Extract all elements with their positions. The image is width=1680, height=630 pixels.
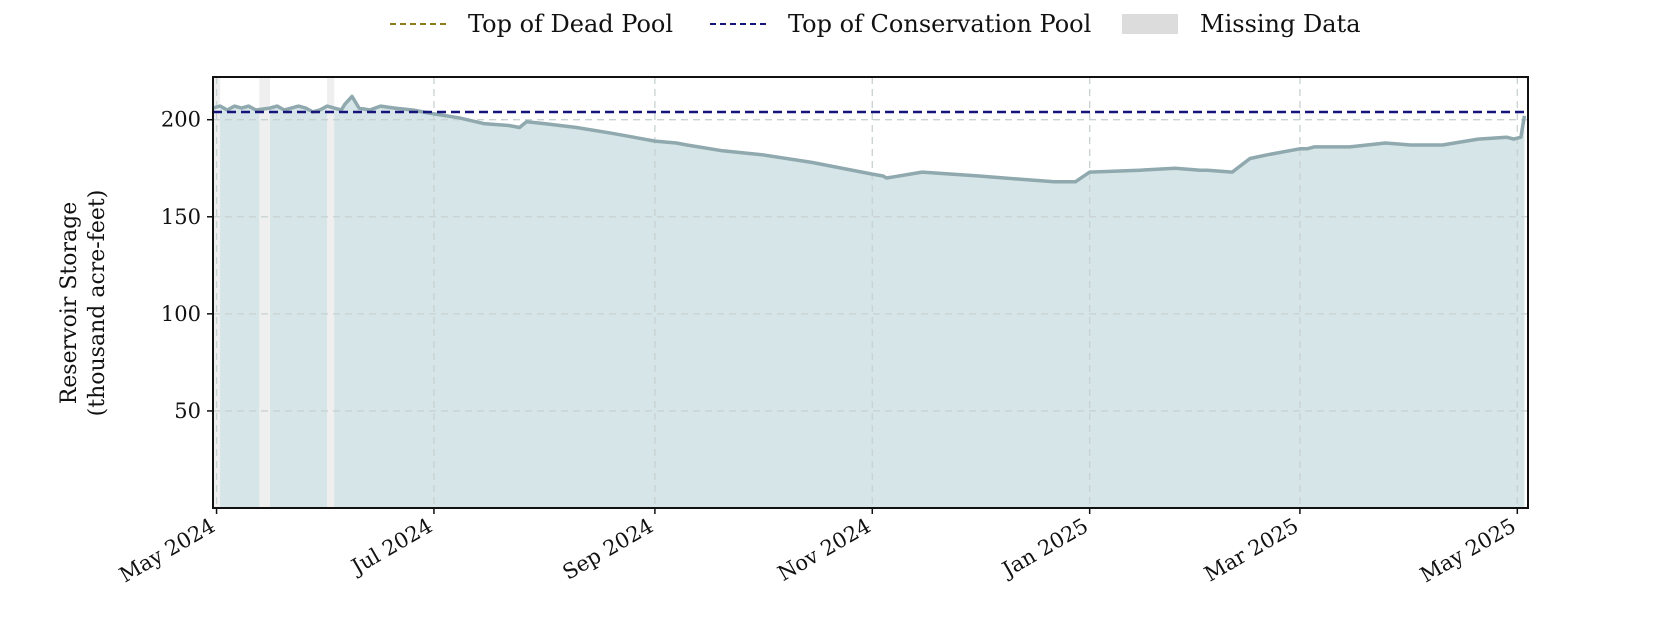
missing-data-swatch (1122, 14, 1178, 34)
storage-area (213, 96, 1525, 508)
x-tick-label-6: May 2025 (1416, 514, 1520, 588)
conservation-pool-swatch (710, 23, 766, 25)
x-tick-label-4: Jan 2025 (997, 514, 1093, 583)
plot-frame (212, 76, 1529, 509)
missing-data-band-1 (259, 77, 271, 508)
legend-item-conservation-pool: Top of Conservation Pool (710, 6, 1091, 42)
x-tick-label-5: Mar 2025 (1200, 514, 1302, 587)
legend-item-dead-pool: Top of Dead Pool (390, 6, 673, 42)
storage-line (213, 94, 1527, 184)
legend-label-missing: Missing Data (1200, 10, 1361, 38)
legend-label-conservation-pool: Top of Conservation Pool (788, 10, 1092, 38)
legend-item-missing: Missing Data (1122, 6, 1361, 42)
y-tick-label-50: 50 (174, 399, 201, 423)
missing-data-band-0 (213, 77, 221, 508)
missing-data-band-2 (327, 77, 335, 508)
dead-pool-swatch (390, 23, 446, 25)
y-tick-label-200: 200 (161, 108, 201, 132)
x-tick-label-3: Nov 2024 (774, 514, 875, 586)
legend: Top of Dead Pool Top of Conservation Poo… (0, 6, 1680, 42)
x-tick-label-2: Sep 2024 (558, 514, 657, 585)
x-tick-label-1: Jul 2024 (346, 514, 437, 580)
x-tick-label-0: May 2024 (115, 514, 219, 588)
y-tick-label-150: 150 (161, 205, 201, 229)
legend-label-dead-pool: Top of Dead Pool (468, 10, 674, 38)
y-tick-label-100: 100 (161, 302, 201, 326)
